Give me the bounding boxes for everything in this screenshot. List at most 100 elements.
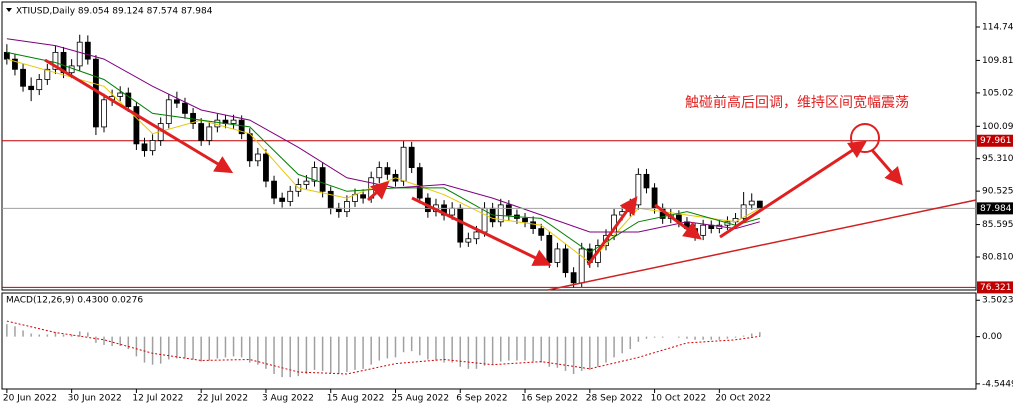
y-tick-label: 109.81 bbox=[982, 56, 1013, 66]
candle-body bbox=[538, 228, 545, 236]
candle-body bbox=[263, 153, 269, 182]
candle-body bbox=[101, 99, 107, 128]
current-price-box bbox=[977, 202, 1013, 215]
candle-body bbox=[206, 126, 213, 141]
candle-body bbox=[748, 200, 755, 206]
arrow bbox=[586, 196, 638, 266]
candle-body bbox=[522, 218, 528, 223]
y-tick-label: -4.5449 bbox=[982, 379, 1013, 389]
candle-body bbox=[84, 41, 91, 60]
y-tick-label: 90.525 bbox=[982, 187, 1013, 197]
candle-body bbox=[384, 167, 391, 175]
candle-body bbox=[643, 173, 650, 189]
plot: 114.74 109.81 105.02 100.09 95.310 90.525 85.5… bbox=[2, 23, 1013, 404]
y-tick-label: 3.5023 bbox=[982, 296, 1013, 306]
candle-body bbox=[12, 58, 18, 70]
candle-body bbox=[319, 167, 326, 192]
candle-body bbox=[28, 85, 35, 91]
macd-signal bbox=[6, 320, 760, 375]
x-tick-label: 25 Aug 2022 bbox=[391, 394, 449, 404]
candle-body bbox=[473, 231, 480, 240]
candle-body bbox=[578, 248, 585, 284]
arrow bbox=[654, 203, 702, 240]
candle-body bbox=[36, 79, 43, 91]
candle-body bbox=[149, 140, 156, 152]
candle-body bbox=[44, 68, 51, 80]
x-tick-label: 15 Aug 2022 bbox=[327, 394, 385, 404]
candle-body bbox=[570, 272, 577, 284]
candle-body bbox=[230, 119, 237, 124]
y-tick-label: 100.09 bbox=[982, 122, 1013, 132]
candle-body bbox=[449, 207, 456, 216]
candle-body bbox=[246, 133, 253, 162]
arrow bbox=[44, 58, 234, 174]
macd-title: MACD(12,26,9) 0.4300 0.0276 bbox=[6, 296, 143, 306]
x-tick-label: 20 Oct 2022 bbox=[715, 394, 771, 404]
candle-body bbox=[360, 194, 367, 199]
candle-body bbox=[465, 238, 472, 243]
arrow bbox=[870, 149, 903, 186]
x-tick-label: 28 Sep 2022 bbox=[586, 394, 643, 404]
y-tick-label: 80.810 bbox=[982, 252, 1013, 262]
candle-body bbox=[376, 167, 383, 179]
candle-body bbox=[20, 68, 26, 87]
candle-body bbox=[214, 119, 221, 128]
y-tick-label: 105.02 bbox=[982, 88, 1013, 98]
trend-line bbox=[547, 199, 977, 291]
candle-body bbox=[497, 204, 504, 223]
candle-body bbox=[562, 248, 569, 274]
candle-body bbox=[344, 201, 350, 213]
candle-body bbox=[740, 204, 747, 219]
candle-body bbox=[52, 51, 59, 70]
candle-body bbox=[133, 106, 140, 145]
candle-body bbox=[198, 123, 205, 141]
candle-body bbox=[3, 51, 10, 60]
candle-body bbox=[635, 173, 642, 206]
level-label-box bbox=[977, 134, 1013, 147]
candle-body bbox=[287, 190, 294, 202]
candle-body bbox=[400, 146, 407, 182]
candle-body bbox=[457, 207, 464, 243]
candle-body bbox=[165, 99, 172, 124]
candle-body bbox=[141, 143, 148, 152]
candle-body bbox=[546, 234, 553, 263]
y-tick-label: 0.00 bbox=[982, 332, 1002, 342]
x-tick-label: 30 Jun 2022 bbox=[68, 394, 122, 404]
arrow bbox=[411, 196, 552, 266]
candle-body bbox=[254, 153, 261, 162]
moving-average bbox=[6, 38, 760, 233]
y-tick-label: 114.74 bbox=[982, 23, 1013, 33]
candle-body bbox=[303, 180, 310, 185]
level-label: 97.961 bbox=[980, 136, 1012, 146]
candle-body bbox=[182, 102, 188, 114]
candle-body bbox=[271, 180, 277, 199]
arrow bbox=[719, 140, 868, 239]
candle-body bbox=[311, 167, 318, 182]
x-tick-label: 6 Sep 2022 bbox=[456, 394, 507, 404]
annotation: 触碰前高后回调，维持区间宽幅震荡 bbox=[685, 94, 909, 111]
candle-body bbox=[416, 167, 423, 199]
candle-body bbox=[554, 248, 561, 263]
candle-body bbox=[505, 204, 512, 216]
candle-body bbox=[238, 119, 245, 135]
x-tick-label: 20 Jun 2022 bbox=[3, 394, 57, 404]
current-price-label: 87.984 bbox=[980, 204, 1012, 214]
candle-body bbox=[279, 197, 286, 202]
menu-icon[interactable] bbox=[6, 8, 12, 12]
candle-body bbox=[125, 92, 132, 107]
arrow bbox=[367, 181, 390, 202]
chart-title: XTIUSD,Daily 89.054 89.124 87.574 87.984 bbox=[16, 7, 213, 17]
level-label: 76.321 bbox=[980, 283, 1012, 293]
x-tick-label: 3 Aug 2022 bbox=[262, 394, 314, 404]
candle-body bbox=[530, 221, 537, 229]
x-tick-label: 16 Sep 2022 bbox=[521, 394, 578, 404]
x-tick-label: 12 Jul 2022 bbox=[132, 394, 183, 404]
candle-body bbox=[408, 146, 415, 168]
candle-body bbox=[756, 200, 763, 209]
candle-body bbox=[117, 92, 124, 97]
moving-average bbox=[6, 58, 761, 264]
x-tick-label: 10 Oct 2022 bbox=[651, 394, 707, 404]
candle-body bbox=[173, 99, 180, 104]
x-tick-label: 22 Jul 2022 bbox=[197, 394, 248, 404]
